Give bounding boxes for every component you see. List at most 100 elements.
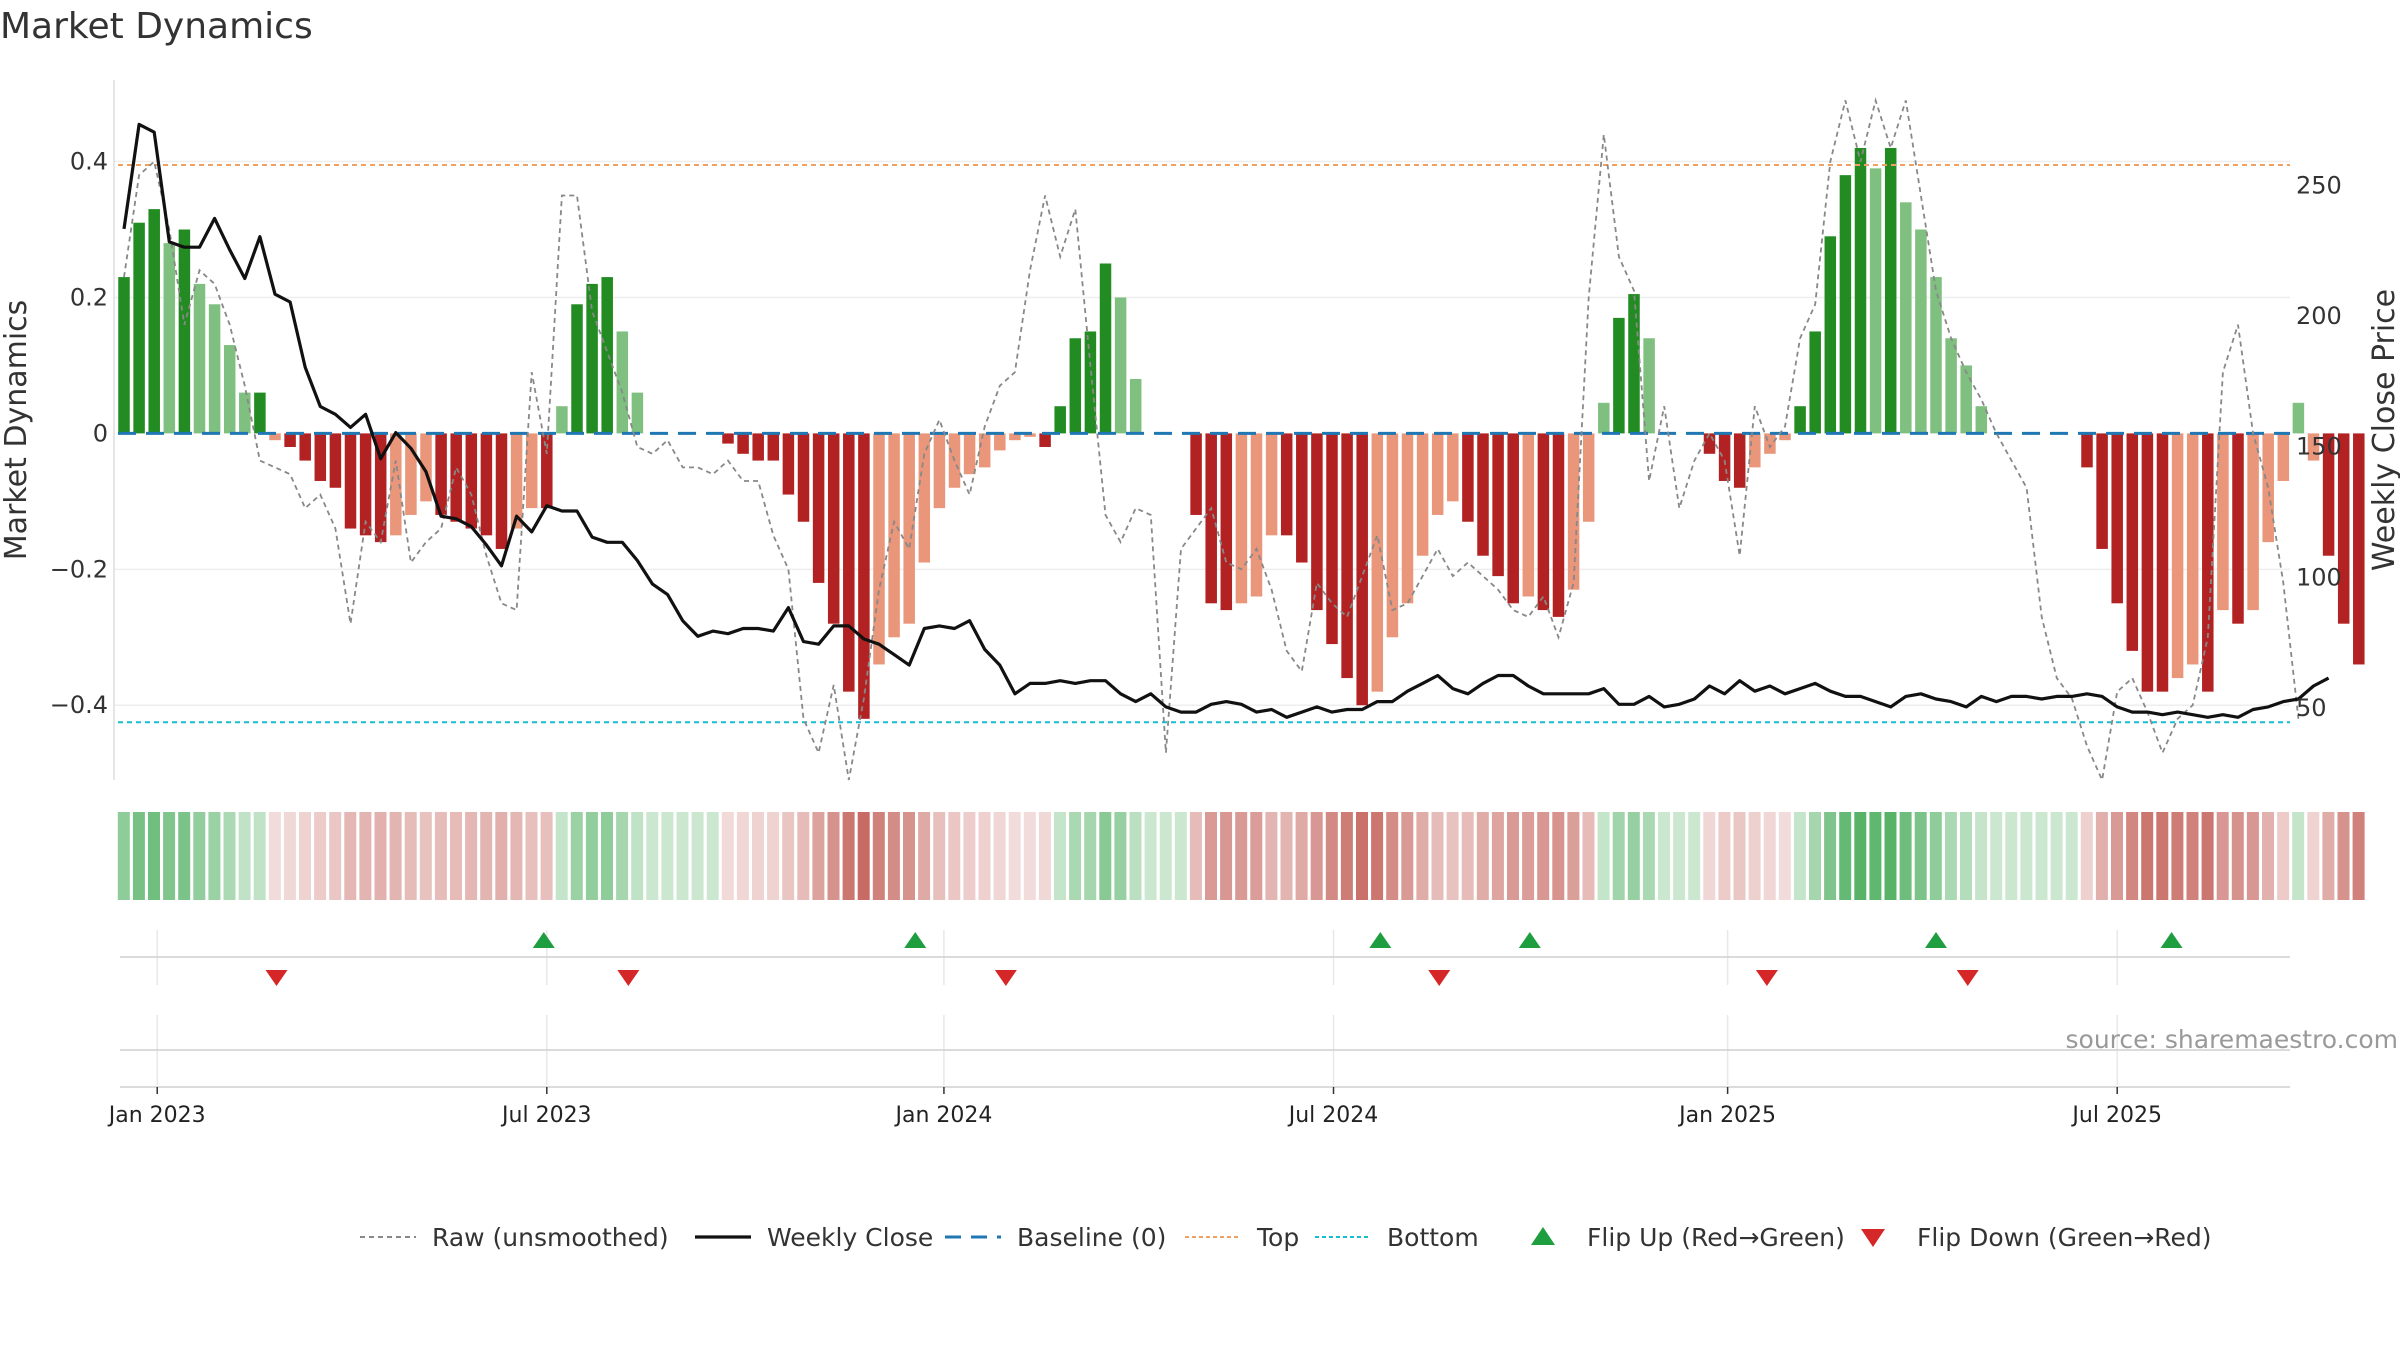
- histogram-bar: [1613, 317, 1625, 434]
- histogram-bar: [239, 392, 251, 434]
- x-tick-label: Jan 2023: [107, 1103, 206, 1128]
- heat-cell: [1537, 812, 1550, 900]
- histogram-bar: [1733, 433, 1746, 488]
- histogram-bar: [1598, 402, 1610, 434]
- histogram-bar: [2232, 433, 2244, 624]
- heat-cell: [1960, 812, 1972, 900]
- histogram-bar: [2111, 433, 2123, 604]
- histogram-bar: [344, 433, 357, 529]
- heat-cell: [1944, 812, 1957, 900]
- heat-cell: [1205, 812, 1217, 900]
- heat-cell: [1869, 812, 1882, 900]
- histogram-bar: [208, 304, 221, 434]
- histogram-bar: [1416, 433, 1429, 556]
- histogram-bar: [2262, 433, 2274, 543]
- histogram-bar: [2096, 433, 2108, 549]
- histogram-bar: [812, 433, 825, 583]
- heat-cell: [767, 812, 780, 900]
- flip-up-marker: [2160, 932, 2183, 948]
- legend-label: Bottom: [1387, 1223, 1479, 1252]
- histogram-bar: [1628, 294, 1640, 434]
- heat-cell: [2126, 812, 2139, 900]
- heat-cell: [963, 812, 976, 900]
- histogram-bar: [2322, 433, 2335, 556]
- heat-cell: [525, 812, 538, 900]
- histogram-bar: [994, 433, 1006, 451]
- heat-cell: [1990, 812, 2003, 900]
- histogram-bar: [631, 392, 644, 434]
- histogram-bar: [1552, 433, 1565, 617]
- flip-down-marker: [994, 970, 1017, 986]
- histogram-bar: [1703, 433, 1716, 454]
- histogram-bar: [163, 243, 176, 434]
- heat-cell: [706, 812, 719, 900]
- legend-label: Baseline (0): [1017, 1223, 1166, 1252]
- x-tick-label: Jan 2024: [893, 1103, 992, 1128]
- heat-cell: [1084, 812, 1097, 900]
- histogram-bar: [963, 433, 976, 475]
- heat-cell: [1522, 812, 1535, 900]
- heat-cell: [1174, 812, 1187, 900]
- heat-cell: [2216, 812, 2229, 900]
- flip-up-marker: [532, 932, 555, 948]
- histogram-bar: [2156, 433, 2169, 692]
- heat-cell: [933, 812, 946, 900]
- histogram-bar: [1371, 433, 1384, 692]
- legend-item: Raw (unsmoothed): [360, 1223, 669, 1252]
- left-y-ticks: 0.4 0.2 0 −0.2 −0.4: [50, 148, 108, 720]
- heat-cell: [903, 812, 915, 900]
- y2-tick-label: 150: [2296, 433, 2342, 461]
- y-tick-label: −0.4: [50, 691, 108, 719]
- histogram-bar: [752, 433, 764, 461]
- histogram-bar: [1431, 433, 1444, 515]
- heat-cell: [1038, 812, 1051, 900]
- histogram-bar: [1779, 433, 1791, 441]
- histogram-bar: [435, 433, 447, 515]
- heat-cell: [359, 812, 372, 900]
- right-y-ticks: 250 200 150 100 50: [2296, 171, 2342, 721]
- histogram-bar: [1839, 175, 1852, 434]
- histogram-bar: [2217, 433, 2229, 611]
- heat-cell: [2246, 812, 2259, 900]
- heat-cell: [782, 812, 795, 900]
- heat-cell: [1688, 812, 1701, 900]
- heat-cell: [1597, 812, 1610, 900]
- histogram-bar: [1054, 406, 1066, 434]
- histogram-bar: [1190, 433, 1202, 515]
- histogram-bar: [1794, 406, 1806, 434]
- y2-axis-label: Weekly Close Price: [2367, 289, 2400, 571]
- heat-cell: [1295, 812, 1308, 900]
- heat-cell: [450, 812, 462, 900]
- heat-cell: [148, 812, 160, 900]
- histogram-bar: [359, 433, 372, 536]
- heat-cell: [389, 812, 402, 900]
- heat-cell: [2337, 812, 2350, 900]
- heat-cell: [1325, 812, 1338, 900]
- heat-cell: [314, 812, 327, 900]
- chart-title: Market Dynamics: [0, 6, 313, 47]
- x-tick-label: Jul 2025: [2070, 1103, 2162, 1128]
- heat-cell: [117, 812, 130, 900]
- heat-cell: [2035, 812, 2048, 900]
- histogram-bar: [1869, 168, 1882, 434]
- heat-cell: [404, 812, 417, 900]
- histogram-bar: [1341, 433, 1353, 679]
- histogram-bar: [1265, 433, 1278, 536]
- histogram-bar: [1945, 338, 1957, 434]
- heat-cell: [374, 812, 387, 900]
- histogram-bar: [2141, 433, 2154, 692]
- heat-cell: [1703, 812, 1716, 900]
- heat-cell: [1401, 812, 1414, 900]
- histogram-bar: [1447, 433, 1459, 502]
- main-gridlines: [114, 160, 2290, 1085]
- legend: Raw (unsmoothed) Weekly Close Baseline (0)…: [360, 1223, 2212, 1252]
- histogram-bar: [903, 433, 915, 624]
- source-credit: source: sharemaestro.com: [2066, 1025, 2399, 1054]
- heat-cell: [193, 812, 206, 900]
- heat-cell: [616, 812, 629, 900]
- heat-cell: [1778, 812, 1791, 900]
- heat-cell: [480, 812, 493, 900]
- heat-cell: [1839, 812, 1852, 900]
- histogram-bar: [918, 433, 931, 563]
- heat-cell: [1416, 812, 1429, 900]
